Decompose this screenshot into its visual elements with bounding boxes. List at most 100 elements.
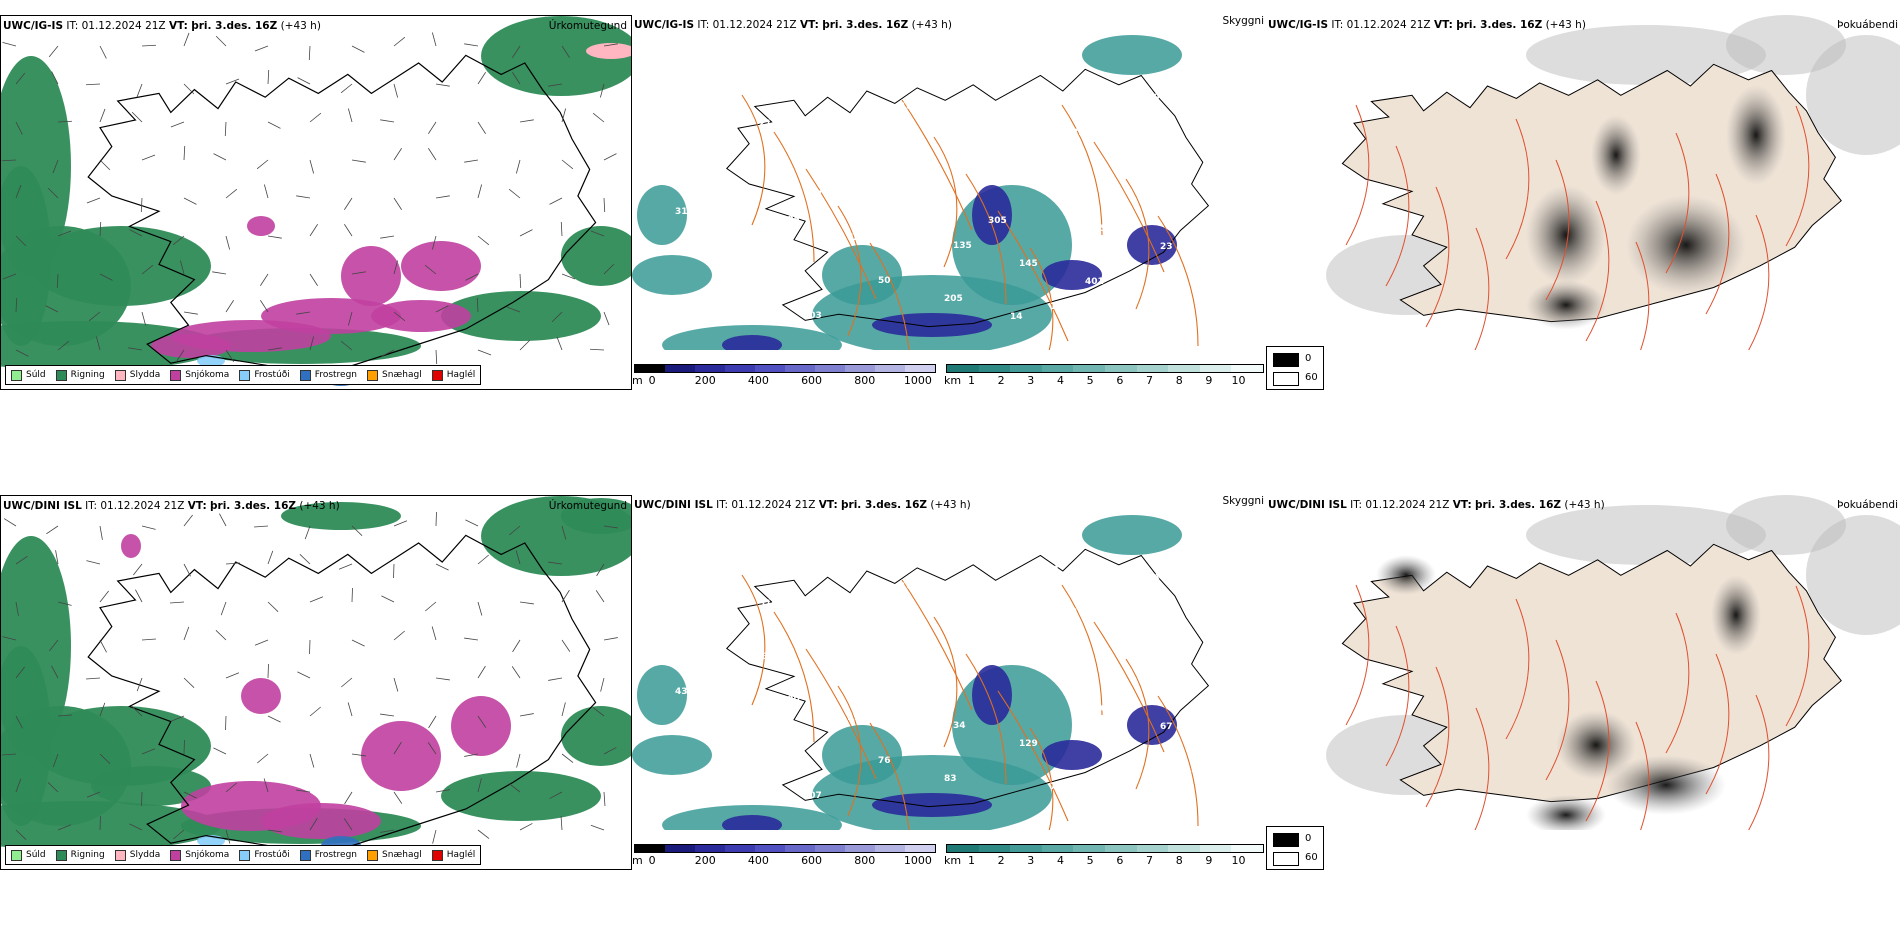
cloud-base-label: 171 bbox=[706, 250, 725, 260]
fog-legend-swatch bbox=[1273, 372, 1299, 386]
rain-area bbox=[561, 706, 631, 766]
colorbar-tick: 8 bbox=[1175, 854, 1183, 867]
cloud-base-label: 153 bbox=[750, 652, 769, 662]
colorbar-tick: 800 bbox=[854, 854, 876, 867]
fog-legend-label: 60 bbox=[1305, 852, 1318, 863]
cloud-base-label: 14 bbox=[1010, 312, 1023, 322]
colorbar-tick: 10 bbox=[1231, 854, 1246, 867]
rain-area bbox=[31, 706, 211, 786]
model-label: UWC/IG-IS bbox=[3, 20, 64, 32]
colorbar-tick: 2 bbox=[997, 374, 1005, 387]
road-network bbox=[1345, 584, 1810, 830]
fog-panel: UWC/DINI ISL IT: 01.12.2024 21Z VT: þri.… bbox=[1266, 495, 1900, 870]
panel-title: UWC/IG-IS IT: 01.12.2024 21Z VT: þri. 3.… bbox=[1268, 19, 1586, 31]
colorbar-tick: 10 bbox=[1231, 374, 1246, 387]
precip-legend-swatch bbox=[11, 849, 22, 861]
cloud-base-label: 103 bbox=[825, 617, 844, 627]
precip-legend-swatch bbox=[55, 849, 67, 861]
snow-area bbox=[451, 696, 511, 756]
precip-map bbox=[1, 16, 631, 386]
precip-legend-item: Súld bbox=[11, 849, 46, 861]
cloud-base-label: 111 bbox=[1191, 285, 1210, 295]
cloud-base-label: 319 bbox=[794, 94, 813, 104]
panel-name-visibility: Skyggni bbox=[1222, 15, 1265, 27]
cloud-base-label: 80 bbox=[869, 59, 882, 69]
lead-time: (+43 h) bbox=[930, 499, 971, 511]
sleet-area bbox=[586, 43, 631, 59]
init-time: 01.12.2024 21Z bbox=[731, 499, 816, 511]
panel-title: UWC/DINI ISL IT: 01.12.2024 21Z VT: þri.… bbox=[1268, 499, 1605, 511]
cloud-base-labels: 515 316 137 34 79 144 11 190 76 109 10 33 128 107 162 1… bbox=[662, 538, 1232, 810]
panel-title: UWC/DINI ISL IT: 01.12.2024 21Z VT: þri.… bbox=[3, 500, 340, 512]
colorbar-cell bbox=[875, 845, 905, 852]
low-cloud-area bbox=[1042, 260, 1102, 290]
colorbar-cell bbox=[1104, 365, 1137, 372]
precip-legend-item: Rigning bbox=[55, 849, 105, 861]
colorbar-tick: 9 bbox=[1205, 854, 1213, 867]
colorbar-cell bbox=[725, 365, 755, 372]
colorbar-cell bbox=[947, 365, 979, 372]
precip-legend-label: Frostregn bbox=[314, 370, 358, 380]
cloud-base-label: 175 bbox=[847, 713, 866, 723]
colorbar-unit: m bbox=[632, 374, 643, 387]
colorbar-cell bbox=[1231, 845, 1263, 852]
visibility-colorbar: km 1 2 3 4 5 6 7 8 9 10 bbox=[944, 364, 1264, 388]
cloud-base-label: 58 bbox=[772, 748, 785, 758]
fog-area bbox=[1376, 555, 1436, 595]
fog-area bbox=[1606, 755, 1726, 815]
low-visibility-area bbox=[632, 255, 712, 295]
cloud-base-colorbar: m 0 200 400 600 800 1000 bbox=[632, 844, 936, 868]
cloud-base-label: 190 bbox=[781, 695, 800, 705]
snow-area bbox=[361, 721, 441, 791]
road-network bbox=[1345, 104, 1810, 350]
cloud-base-label: 159 bbox=[1094, 224, 1113, 234]
cloud-base-label: 110 bbox=[684, 154, 703, 164]
cloud-base-label: 96 bbox=[1063, 661, 1076, 671]
cloud-base-label: 175 bbox=[922, 678, 941, 688]
low-cloud-area bbox=[872, 793, 992, 817]
cloud-base-label: 83 bbox=[944, 774, 957, 784]
visibility-colorbar-ticks: km 1 2 3 4 5 6 7 8 9 10 bbox=[944, 853, 1264, 867]
cloud-base-labels: 1632151781351561001101055066391117110318… bbox=[662, 58, 1226, 330]
cloud-base-label: 145 bbox=[1019, 259, 1038, 269]
cloud-base-label: 23 bbox=[1160, 242, 1173, 252]
precip-legend-item: Frostúði bbox=[239, 849, 290, 861]
cloud-base-label: 103 bbox=[803, 311, 822, 321]
colorbar-tick: 7 bbox=[1146, 854, 1154, 867]
colorbar-tick: 3 bbox=[1027, 854, 1035, 867]
precip-legend-item: Frostregn bbox=[299, 369, 358, 381]
precip-legend-item: Haglél bbox=[431, 369, 475, 381]
colorbar-tick: 600 bbox=[801, 854, 823, 867]
low-cloud-area bbox=[972, 185, 1012, 245]
colorbar-cell bbox=[905, 845, 935, 852]
colorbar-tick: 400 bbox=[747, 374, 769, 387]
precip-legend-swatch bbox=[367, 849, 379, 861]
cloud-base-label: 144 bbox=[1147, 573, 1166, 583]
cloud-base-label: 231 bbox=[891, 155, 910, 165]
cloud-base-label: 316 bbox=[759, 599, 778, 609]
fog-legend: 0 60 bbox=[1266, 826, 1324, 870]
model-label: UWC/DINI ISL bbox=[1268, 499, 1347, 511]
colorbar-tick: 4 bbox=[1056, 854, 1064, 867]
colorbar-cell bbox=[845, 365, 875, 372]
colorbar-cell bbox=[875, 365, 905, 372]
precip-legend-item: Slydda bbox=[114, 369, 160, 381]
fog-area bbox=[1556, 710, 1636, 780]
cloud-base-label: 55 bbox=[1138, 626, 1151, 636]
cloud-base-label: 66 bbox=[697, 303, 710, 313]
fog-legend-swatch bbox=[1273, 833, 1299, 847]
valid-time: þri. 3.des. 16Z bbox=[1475, 499, 1561, 511]
colorbar-cell bbox=[978, 365, 1011, 372]
precip-legend-label: Rigning bbox=[70, 850, 105, 860]
precip-legend-swatch bbox=[170, 849, 182, 861]
visibility-colorbar: km 1 2 3 4 5 6 7 8 9 10 bbox=[944, 844, 1264, 868]
cloud-base-label: 64 bbox=[1041, 85, 1054, 95]
colorbar-cell bbox=[1231, 365, 1263, 372]
fog-area bbox=[1526, 185, 1606, 285]
cloud-base-label: 1 bbox=[913, 251, 919, 261]
colorbar-cell bbox=[1136, 365, 1169, 372]
panel-name-fog: Þokuábendi bbox=[1837, 499, 1898, 511]
cloud-base-label: 300 bbox=[728, 556, 747, 566]
visibility-map: 515 316 137 34 79 144 11 190 76 109 10 33 128 107 162 1… bbox=[632, 515, 1232, 830]
low-cloud-area bbox=[972, 665, 1012, 725]
